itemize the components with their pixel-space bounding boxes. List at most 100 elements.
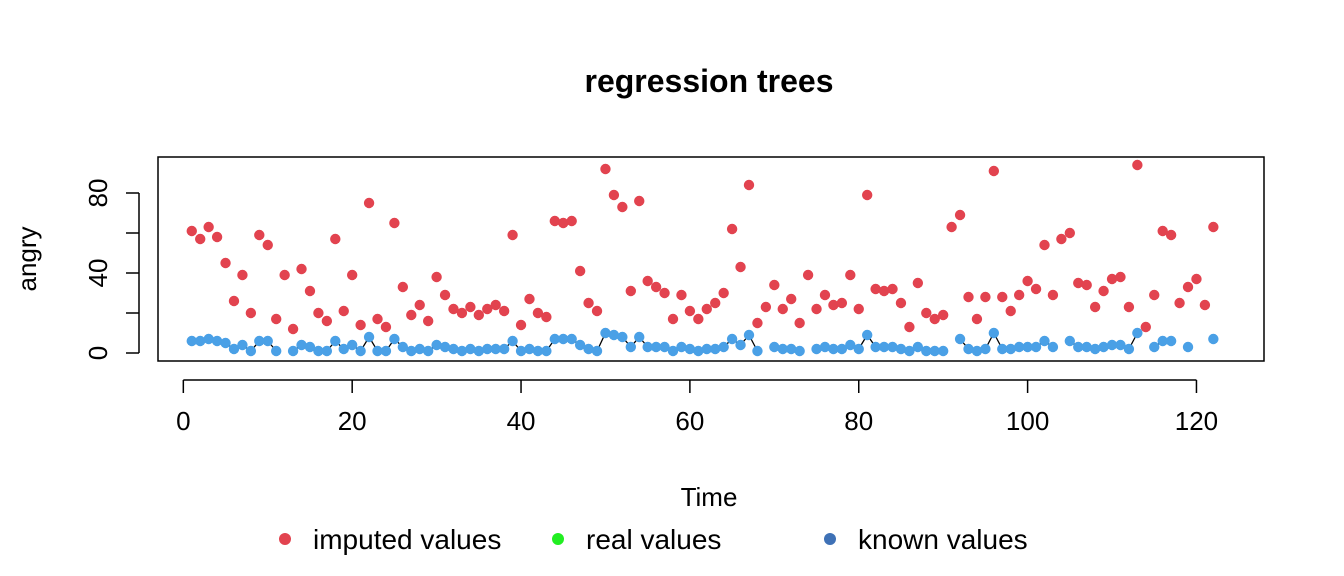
known-point xyxy=(845,339,856,351)
imputed-point xyxy=(507,229,518,241)
known-point xyxy=(1149,341,1160,353)
known-point xyxy=(448,343,459,355)
imputed-point xyxy=(524,293,535,305)
imputed-point xyxy=(549,215,561,227)
imputed-point xyxy=(963,291,974,303)
imputed-point xyxy=(777,303,788,315)
imputed-point xyxy=(743,179,755,191)
known-point xyxy=(558,333,569,345)
known-point xyxy=(895,343,907,355)
imputed-point xyxy=(617,201,628,213)
imputed-point xyxy=(988,165,1000,177)
imputed-point xyxy=(583,297,594,309)
known-point xyxy=(532,345,544,357)
known-point xyxy=(870,341,881,353)
imputed-point xyxy=(397,281,409,293)
known-point xyxy=(254,335,265,347)
imputed-point xyxy=(313,307,324,319)
imputed-point xyxy=(794,317,805,329)
imputed-point xyxy=(828,299,839,311)
known-point xyxy=(380,345,392,357)
imputed-point xyxy=(541,311,552,323)
x-tick-label: 80 xyxy=(844,406,873,436)
known-point xyxy=(211,335,223,347)
imputed-point xyxy=(1132,159,1143,171)
y-tick-label: 80 xyxy=(83,179,113,208)
imputed-point xyxy=(760,301,772,313)
imputed-point xyxy=(904,321,915,333)
known-point xyxy=(912,341,924,353)
imputed-point xyxy=(490,299,501,311)
x-tick-label: 40 xyxy=(507,406,536,436)
x-axis-label: Time xyxy=(681,482,738,512)
imputed-point xyxy=(330,233,341,245)
legend-real-label: real values xyxy=(586,524,721,555)
imputed-point xyxy=(752,317,763,329)
known-point xyxy=(659,341,670,353)
known-point xyxy=(1098,341,1109,353)
known-point xyxy=(1022,341,1033,353)
known-point xyxy=(1165,335,1177,347)
imputed-point xyxy=(1022,275,1033,287)
known-point xyxy=(853,343,864,355)
known-point xyxy=(997,343,1008,355)
imputed-point xyxy=(693,313,704,325)
imputed-point xyxy=(819,289,831,301)
known-point xyxy=(1030,341,1042,353)
imputed-point xyxy=(465,301,476,313)
known-point xyxy=(422,345,434,357)
known-point xyxy=(701,343,712,355)
imputed-point xyxy=(591,305,603,317)
imputed-point xyxy=(1030,283,1042,295)
known-point xyxy=(836,343,848,355)
imputed-point xyxy=(608,189,620,201)
imputed-point xyxy=(1115,271,1126,283)
known-point xyxy=(1182,341,1194,353)
known-point xyxy=(490,343,501,355)
imputed-point xyxy=(228,295,240,307)
known-point xyxy=(524,343,535,355)
imputed-point xyxy=(878,285,890,297)
known-point xyxy=(811,343,822,355)
known-point xyxy=(726,333,738,345)
imputed-point xyxy=(642,275,653,287)
known-point xyxy=(574,339,586,351)
known-point xyxy=(414,343,425,355)
imputed-point xyxy=(684,305,696,317)
known-point xyxy=(330,335,341,347)
known-point xyxy=(693,345,704,357)
known-point xyxy=(786,343,797,355)
known-point xyxy=(1132,327,1143,339)
imputed-point xyxy=(338,305,349,317)
imputed-point xyxy=(498,305,510,317)
known-point xyxy=(1115,339,1126,351)
imputed-point xyxy=(912,277,924,289)
y-axis: 0 40 80 xyxy=(83,179,140,360)
imputed-point xyxy=(853,303,864,315)
legend-imputed-label: imputed values xyxy=(313,524,501,555)
known-point xyxy=(904,345,915,357)
known-point xyxy=(819,341,831,353)
known-point xyxy=(861,329,873,341)
known-point xyxy=(1157,335,1168,347)
known-point xyxy=(321,345,333,357)
imputed-point xyxy=(634,195,645,207)
legend-real-marker xyxy=(552,533,564,545)
known-point xyxy=(507,335,518,347)
imputed-point xyxy=(1199,299,1211,311)
imputed-point xyxy=(946,221,957,233)
known-point xyxy=(1089,343,1101,355)
known-point xyxy=(963,343,974,355)
imputed-point xyxy=(659,287,670,299)
imputed-point xyxy=(448,303,459,315)
imputed-point xyxy=(1174,297,1185,309)
imputed-point xyxy=(1005,305,1016,317)
known-point xyxy=(1039,335,1050,347)
imputed-point xyxy=(625,285,636,297)
known-point xyxy=(608,329,620,341)
known-point xyxy=(887,341,898,353)
imputed-point xyxy=(296,263,307,275)
known-point xyxy=(600,327,611,339)
imputed-point xyxy=(667,313,679,325)
known-point xyxy=(878,341,890,353)
